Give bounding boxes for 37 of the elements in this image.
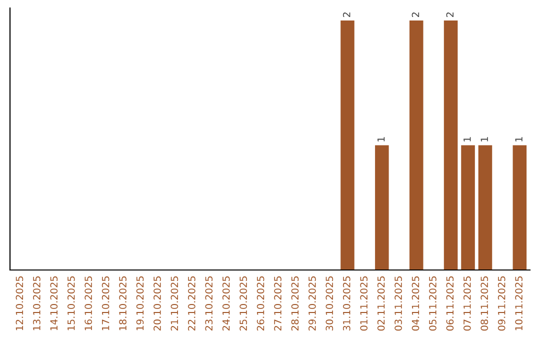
x-tick-label: 08.11.2025 <box>480 276 488 331</box>
x-tick-label: 07.11.2025 <box>463 276 471 331</box>
x-tick-label: 09.11.2025 <box>498 276 506 331</box>
x-tick-label: 25.10.2025 <box>240 276 247 331</box>
x-tick-label: 31.10.2025 <box>342 276 350 330</box>
x-tick-label: 04.11.2025 <box>412 276 420 331</box>
x-tick-label: 02.11.2025 <box>377 276 385 331</box>
x-tick-label: 05.11.2025 <box>429 276 436 331</box>
data-label: 2 <box>446 12 454 17</box>
x-tick-label: 15.10.2025 <box>67 276 75 330</box>
x-tick-label: 16.10.2025 <box>84 276 92 330</box>
x-tick-label: 06.11.2025 <box>446 276 454 331</box>
x-tick-label: 03.11.2025 <box>394 276 402 331</box>
x-tick-label: 30.10.2025 <box>326 276 334 330</box>
data-label: 1 <box>480 137 488 142</box>
x-tick-label: 23.10.2025 <box>205 276 213 331</box>
x-tick-label: 26.10.2025 <box>256 276 264 331</box>
x-tick-label: 14.10.2025 <box>50 276 58 330</box>
x-tick-label: 10.11.2025 <box>515 276 522 330</box>
x-tick-label: 17.10.2025 <box>102 276 110 330</box>
x-tick-label: 20.10.2025 <box>154 276 161 331</box>
data-label: 1 <box>378 137 385 142</box>
x-tick-label: 22.10.2025 <box>188 276 196 331</box>
x-tick-label: 24.10.2025 <box>222 276 230 331</box>
x-tick-label: 18.10.2025 <box>119 276 126 330</box>
data-label: 1 <box>515 137 522 142</box>
x-tick-label: 27.10.2025 <box>274 276 282 331</box>
x-tick-label: 01.11.2025 <box>360 276 368 331</box>
x-tick-label: 13.10.2025 <box>33 276 40 330</box>
x-tick-label: 21.10.2025 <box>170 276 178 331</box>
data-label: 2 <box>412 12 420 17</box>
x-tick-label: 12.10.2025 <box>16 276 24 330</box>
data-label: 1 <box>464 137 471 142</box>
data-label: 2 <box>342 12 350 17</box>
x-tick-label: 28.10.2025 <box>291 276 299 331</box>
x-tick-label: 29.10.2025 <box>308 276 316 331</box>
x-tick-label: 19.10.2025 <box>136 276 144 330</box>
